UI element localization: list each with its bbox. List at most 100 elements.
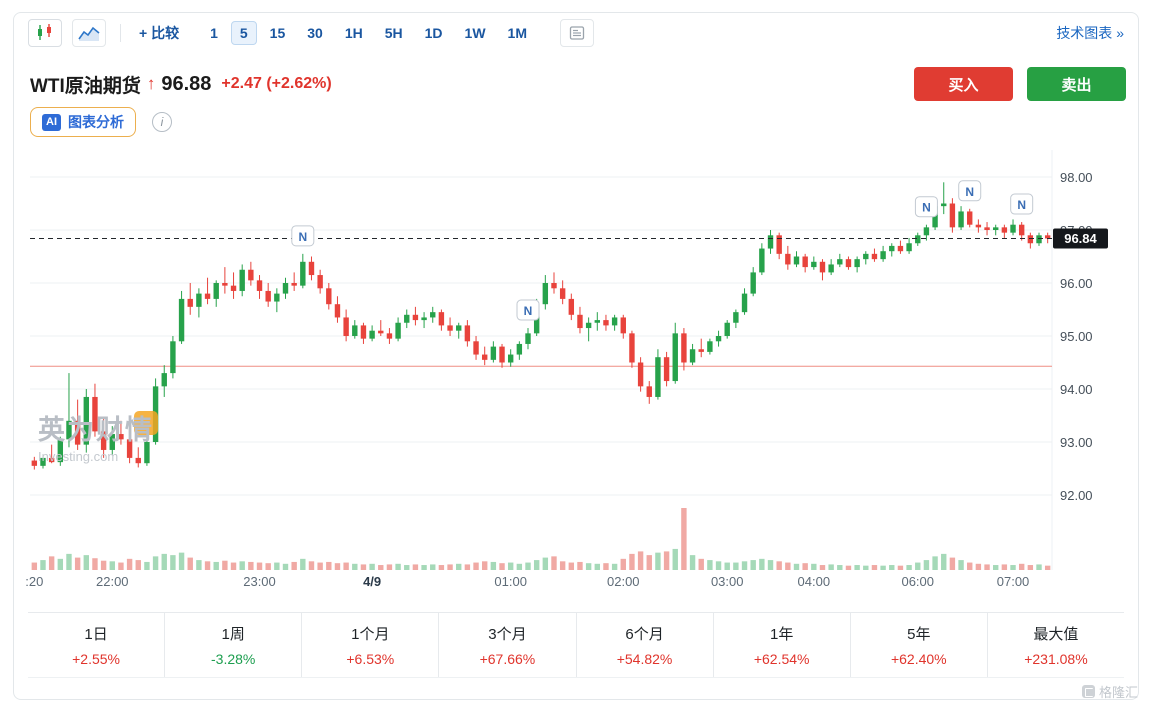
volume-bar bbox=[1018, 563, 1025, 570]
volume-bar bbox=[603, 563, 609, 570]
perf-change-value: +2.55% bbox=[72, 651, 120, 667]
perf-period-label: 1年 bbox=[770, 626, 794, 643]
volume-bar bbox=[750, 560, 756, 570]
candlestick-chart-icon[interactable] bbox=[28, 19, 62, 47]
perf-cell-6个月: 6个月 +54.82% bbox=[577, 613, 714, 677]
candle-body bbox=[811, 261, 817, 268]
volume-bar bbox=[378, 565, 384, 570]
volume-bar bbox=[57, 558, 64, 570]
candle-body bbox=[1010, 224, 1016, 233]
volume-bar bbox=[637, 551, 644, 570]
volume-bar bbox=[785, 562, 791, 570]
candle-body bbox=[681, 333, 687, 363]
volume-bar bbox=[144, 561, 150, 570]
volume-bar bbox=[525, 562, 531, 570]
volume-bar bbox=[577, 561, 583, 570]
volume-bar bbox=[906, 565, 912, 570]
news-marker[interactable] bbox=[516, 299, 540, 321]
perf-period-label: 5年 bbox=[907, 626, 931, 643]
buy-button[interactable]: 买入 bbox=[914, 67, 1013, 101]
candle-body bbox=[620, 317, 626, 334]
compare-button[interactable]: + 比较 bbox=[135, 21, 183, 45]
interval-button-1W[interactable]: 1W bbox=[456, 21, 495, 45]
candle-body bbox=[759, 248, 765, 273]
candle-body bbox=[577, 314, 583, 329]
interval-button-5H[interactable]: 5H bbox=[376, 21, 412, 45]
volume-bar bbox=[551, 556, 557, 570]
candle-body bbox=[430, 312, 436, 318]
volume-bar bbox=[456, 563, 462, 570]
volume-bar bbox=[707, 560, 713, 570]
candle-body bbox=[456, 325, 462, 331]
candle-body bbox=[308, 261, 315, 276]
volume-bar bbox=[499, 563, 505, 570]
candle-body bbox=[906, 243, 912, 252]
volume-bar bbox=[585, 563, 592, 570]
price-chart-canvas[interactable]: 98.0097.0096.0095.0094.0093.0092.0096.84… bbox=[0, 150, 1152, 595]
volume-bar bbox=[48, 556, 55, 570]
candle-body bbox=[404, 314, 410, 323]
line-chart-icon[interactable] bbox=[72, 19, 106, 47]
candle-body bbox=[1027, 235, 1034, 244]
candle-body bbox=[698, 349, 704, 352]
volume-bar bbox=[308, 561, 315, 570]
volume-bar bbox=[343, 562, 349, 570]
volume-bar bbox=[889, 565, 895, 570]
news-marker[interactable] bbox=[914, 196, 938, 218]
volume-bar bbox=[533, 560, 540, 570]
volume-bar bbox=[326, 561, 332, 570]
ai-chart-analysis-button[interactable]: AI 图表分析 bbox=[30, 107, 136, 137]
candle-body bbox=[248, 269, 254, 281]
sell-button[interactable]: 卖出 bbox=[1027, 67, 1126, 101]
candle-body bbox=[915, 235, 921, 244]
perf-change-value: +62.54% bbox=[753, 651, 810, 667]
interval-button-30[interactable]: 30 bbox=[298, 21, 332, 45]
candle-body bbox=[594, 320, 600, 323]
candle-body bbox=[144, 442, 150, 464]
x-axis-tick-label: 07:00 bbox=[997, 574, 1030, 589]
x-axis-tick-label: 23:00 bbox=[243, 574, 276, 589]
candle-body bbox=[482, 354, 488, 360]
volume-bar bbox=[482, 561, 488, 570]
volume-bar bbox=[863, 565, 869, 570]
candle-body bbox=[360, 325, 367, 339]
volume-bar bbox=[300, 558, 306, 570]
interval-button-1D[interactable]: 1D bbox=[416, 21, 452, 45]
interval-button-group: 1 5 15 30 1H 5H 1D 1W 1M bbox=[201, 21, 536, 45]
news-marker-label: N bbox=[524, 304, 533, 318]
volume-bar bbox=[352, 563, 358, 570]
interval-button-1M[interactable]: 1M bbox=[499, 21, 536, 45]
technical-chart-link[interactable]: 技术图表 » bbox=[1056, 25, 1124, 41]
volume-bar bbox=[421, 565, 427, 570]
candle-body bbox=[213, 283, 219, 299]
interval-button-1[interactable]: 1 bbox=[201, 21, 227, 45]
volume-bar bbox=[170, 555, 176, 570]
current-price-tag-label: 96.84 bbox=[1064, 231, 1097, 246]
news-events-icon[interactable] bbox=[560, 19, 594, 47]
volume-bar bbox=[1027, 565, 1034, 570]
volume-bar bbox=[733, 562, 739, 570]
candle-body bbox=[802, 256, 808, 268]
volume-bar bbox=[222, 560, 228, 570]
interval-button-1H[interactable]: 1H bbox=[336, 21, 372, 45]
candle-body bbox=[57, 439, 64, 463]
volume-bar bbox=[126, 558, 133, 570]
candle-body bbox=[204, 293, 211, 299]
x-axis-tick-label: 06:00 bbox=[901, 574, 934, 589]
candle-body bbox=[239, 269, 245, 291]
news-marker[interactable] bbox=[291, 225, 315, 247]
candle-body bbox=[326, 288, 332, 305]
info-icon[interactable]: i bbox=[152, 112, 172, 132]
candle-body bbox=[689, 349, 696, 363]
candle-body bbox=[923, 227, 930, 236]
interval-button-15[interactable]: 15 bbox=[261, 21, 295, 45]
volume-bar bbox=[135, 560, 141, 570]
candle-body bbox=[611, 317, 618, 326]
news-marker[interactable] bbox=[958, 180, 982, 202]
candle-body bbox=[100, 431, 107, 450]
volume-bar bbox=[66, 553, 72, 570]
volume-bar bbox=[594, 563, 600, 570]
news-marker[interactable] bbox=[1010, 193, 1034, 215]
volume-bar bbox=[984, 564, 990, 570]
interval-button-5[interactable]: 5 bbox=[230, 21, 257, 45]
